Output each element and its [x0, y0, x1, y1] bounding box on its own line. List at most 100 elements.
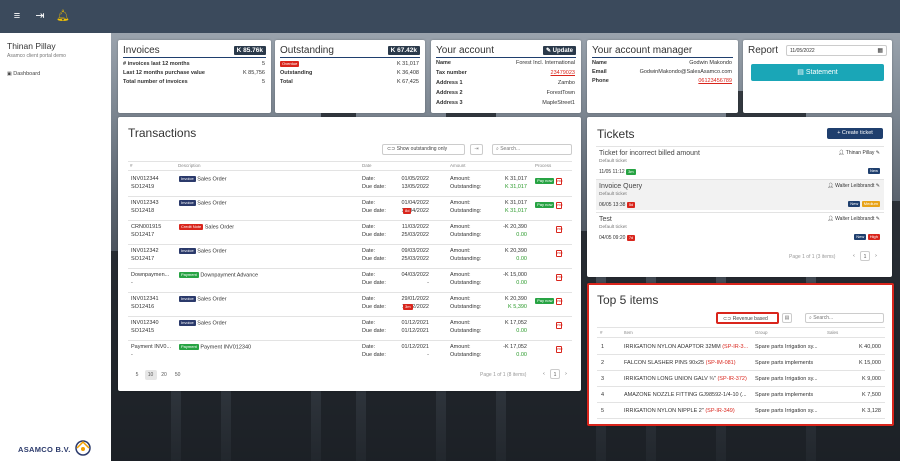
transaction-id[interactable]: Downpaymen...: [131, 272, 170, 278]
statement-button[interactable]: ▤ Statement: [751, 64, 884, 81]
ticket-title[interactable]: Test: [599, 216, 612, 223]
transaction-row[interactable]: INV012343 SO12418 Invoice Sales Order Da…: [128, 197, 572, 219]
transaction-row[interactable]: INV012340 SO12415 Invoice Sales Order Da…: [128, 317, 572, 339]
transaction-id[interactable]: INV012343: [131, 200, 159, 206]
chevron-left-icon: ‹: [543, 371, 545, 377]
transaction-id[interactable]: CRN001915: [131, 224, 162, 230]
transaction-row[interactable]: INV012342 SO12417 Invoice Sales Order Da…: [128, 245, 572, 267]
top5-col-group: Group: [755, 330, 768, 335]
top5-row[interactable]: 4 AMAZONE NOZZLE FITTING GJ98592-1/4-10 …: [597, 388, 885, 403]
pay-now-button[interactable]: Pay now: [535, 298, 555, 304]
ticket-time: 06/05 13:38 5d: [599, 202, 636, 208]
ticket-time-text: 11/05 11:12: [599, 169, 625, 175]
ticket-time-text: 06/05 13:38: [599, 202, 626, 208]
transaction-desc-text: Sales Order: [197, 176, 227, 183]
top5-col-num: #: [600, 330, 603, 335]
transaction-row[interactable]: CRN001915 SO12417 Credit Note Sales Orde…: [128, 221, 572, 243]
pay-now-button[interactable]: Pay now: [535, 202, 555, 208]
next-page-button[interactable]: ›: [561, 369, 571, 379]
edit-icon[interactable]: ✎: [875, 150, 880, 156]
ticket-item[interactable]: Ticket for incorrect billed amount Defau…: [596, 146, 884, 177]
transaction-row[interactable]: INV012344 SO12419 Invoice Sales Order Da…: [128, 173, 572, 195]
transaction-id[interactable]: INV012341: [131, 296, 159, 302]
current-page[interactable]: 1: [550, 369, 560, 379]
tickets-card: Tickets + Create ticket Ticket for incor…: [587, 117, 892, 277]
transaction-row[interactable]: Payment INV0... - Payment Payment INV012…: [128, 341, 572, 363]
top5-row[interactable]: 2 FALCON SLASHER PINS 90x25 (SP-IM-081) …: [597, 356, 885, 371]
ticket-title[interactable]: Ticket for incorrect billed amount: [599, 150, 700, 157]
top5-item-code[interactable]: (SP-IR-372): [717, 376, 747, 382]
top5-export-button[interactable]: ▤: [782, 313, 792, 323]
transaction-row[interactable]: INV012341 SO12416 Invoice Sales Order Da…: [128, 293, 572, 315]
transaction-id[interactable]: INV012340: [131, 320, 159, 326]
tickets-current-page[interactable]: 1: [860, 251, 870, 261]
top5-item-code[interactable]: (SP-IR-349): [705, 408, 735, 414]
outstanding-label: Outstanding:: [450, 208, 482, 214]
pdf-icon[interactable]: PDF: [556, 250, 563, 257]
show-outstanding-toggle[interactable]: ⊂⊃ Show outstanding only: [382, 144, 465, 155]
update-button[interactable]: ✎ Update: [542, 46, 576, 55]
transaction-id[interactable]: INV012344: [131, 176, 159, 182]
pdf-icon[interactable]: PDF: [556, 298, 563, 305]
transaction-id[interactable]: Payment INV0...: [131, 344, 172, 350]
page-size-5[interactable]: 5: [135, 372, 139, 378]
ticket-item[interactable]: Invoice Query Default ticket 06/05 13:38…: [596, 179, 884, 210]
transaction-due-date: -: [427, 280, 429, 286]
revenue-based-toggle[interactable]: ⊂⊃ Revenue based: [716, 312, 779, 324]
transaction-row[interactable]: Downpaymen... - Payment Downpayment Adva…: [128, 269, 572, 291]
toggle-icon: ⊂⊃: [387, 146, 396, 152]
tax-number-link[interactable]: 23479023: [550, 70, 575, 76]
top5-item-code[interactable]: (SP-IR-3...: [722, 344, 749, 350]
transaction-id[interactable]: INV012342: [131, 248, 159, 254]
nav-dashboard[interactable]: ▣ Dashboard: [7, 71, 40, 77]
report-date-input[interactable]: 11/05/2022 ▦: [786, 45, 887, 56]
user-icon: 👤︎: [827, 183, 834, 189]
page-size-50[interactable]: 50: [174, 372, 181, 378]
top5-row[interactable]: 1 IRRIGATION NYLON ADAPTOR 32MM (SP-IR-3…: [597, 340, 885, 355]
transaction-outstanding: 0.00: [516, 256, 527, 262]
pdf-icon[interactable]: PDF: [556, 202, 563, 209]
prev-page-button[interactable]: ‹: [539, 369, 549, 379]
statement-label: Statement: [805, 69, 838, 76]
tickets-prev-page[interactable]: ‹: [849, 251, 859, 261]
top5-item: AMAZONE NOZZLE FITTING GJ98592-1/4-10 (.…: [624, 392, 747, 398]
ticket-item[interactable]: Test Default ticket 04/05 09:20 7d 👤︎ Wa…: [596, 212, 884, 243]
manager-email[interactable]: GodwinMakondo@SalesAsamco.com: [639, 69, 732, 75]
export-button[interactable]: ⇥: [470, 144, 483, 155]
top5-item-name: IRRIGATION NYLON ADAPTOR 32MM: [624, 344, 721, 350]
transaction-date: 01/05/2022: [401, 176, 429, 182]
pdf-icon[interactable]: PDF: [556, 226, 563, 233]
pdf-icon[interactable]: PDF: [556, 346, 563, 353]
top5-row[interactable]: 5 IRRIGATION NYLON NIPPLE 2" (SP-IR-349)…: [597, 404, 885, 419]
process-actions: Pay now PDF: [535, 202, 563, 209]
page-size-10[interactable]: 10: [144, 370, 157, 380]
pdf-icon[interactable]: PDF: [556, 322, 563, 329]
top5-item-name: AMAZONE NOZZLE FITTING GJ98592-1/4-10 (.…: [624, 392, 747, 398]
outstanding-title: Outstanding: [280, 45, 334, 56]
menu-icon[interactable]: ≡: [13, 10, 21, 22]
pdf-icon[interactable]: PDF: [556, 178, 563, 185]
edit-icon[interactable]: ✎: [875, 183, 880, 189]
process-actions: Pay now PDF: [535, 298, 563, 305]
tickets-next-page[interactable]: ›: [871, 251, 881, 261]
pay-now-button[interactable]: Pay now: [535, 178, 555, 184]
ticket-age-badge: 5d: [626, 202, 636, 208]
ticket-title[interactable]: Invoice Query: [599, 183, 643, 190]
top5-search-input[interactable]: ⌕ Search...: [805, 313, 884, 323]
account-row-label: Tax number: [436, 70, 467, 76]
chevron-right-icon: ›: [565, 371, 567, 377]
top5-row[interactable]: 3 IRRIGATION LONG UNION GALV ¾" (SP-IR-3…: [597, 372, 885, 387]
account-row-label: Address 3: [436, 100, 463, 106]
pdf-icon[interactable]: PDF: [556, 274, 563, 281]
logout-icon[interactable]: ⇥: [35, 10, 45, 22]
amount-label: Amount:: [450, 344, 471, 350]
due-date-label: Due date:: [362, 328, 386, 334]
top5-item-code[interactable]: (SP-IM-081): [705, 360, 736, 366]
create-ticket-button[interactable]: + Create ticket: [827, 128, 883, 139]
edit-icon[interactable]: ✎: [875, 216, 880, 222]
transactions-search-input[interactable]: ⌕ Search...: [492, 144, 572, 155]
page-size-20[interactable]: 20: [161, 372, 167, 378]
bell-icon[interactable]: 🔔︎: [56, 10, 70, 22]
manager-phone-link[interactable]: 06123456789: [698, 78, 732, 84]
total-label: Total: [280, 79, 293, 85]
